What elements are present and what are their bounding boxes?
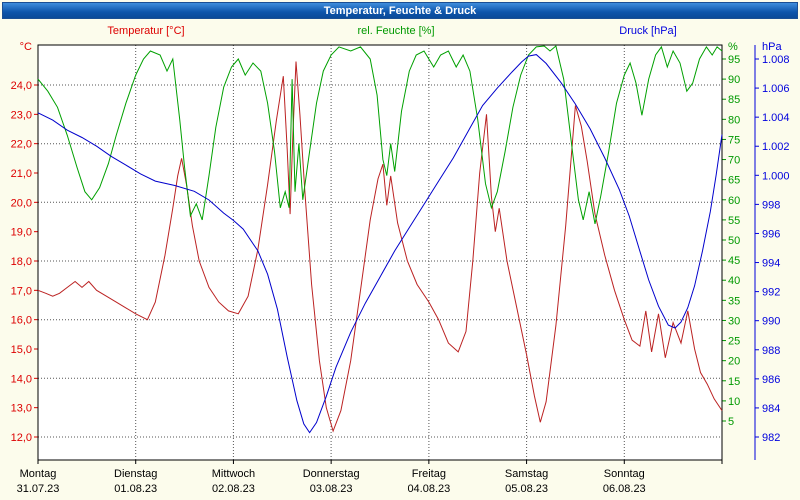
- day-date-label: 05.08.23: [505, 483, 548, 495]
- svg-text:15,0: 15,0: [11, 344, 32, 356]
- day-name-label: Montag: [20, 468, 57, 480]
- legend-pressure: Druck [hPa]: [619, 25, 677, 37]
- day-date-label: 02.08.23: [212, 483, 255, 495]
- svg-text:16,0: 16,0: [11, 315, 32, 327]
- svg-text:13,0: 13,0: [11, 403, 32, 415]
- svg-text:1.002: 1.002: [762, 141, 790, 153]
- svg-text:21,0: 21,0: [11, 168, 32, 180]
- day-date-label: 31.07.23: [17, 483, 60, 495]
- legend-temperature: Temperatur [°C]: [107, 25, 185, 37]
- svg-text:982: 982: [762, 432, 780, 444]
- day-name-label: Sonntag: [604, 468, 645, 480]
- svg-text:5: 5: [728, 416, 734, 428]
- svg-text:18,0: 18,0: [11, 256, 32, 268]
- humidity-axis: 95 90 85 80 75 70 65 60 55 50 45 40 35 30 25 20 15 10 5%: [722, 41, 740, 428]
- day-name-label: Mittwoch: [212, 468, 255, 480]
- svg-text:996: 996: [762, 228, 780, 240]
- day-date-label: 06.08.23: [603, 483, 646, 495]
- svg-text:80: 80: [728, 114, 740, 126]
- svg-text:60: 60: [728, 195, 740, 207]
- svg-text:65: 65: [728, 175, 740, 187]
- svg-text:17,0: 17,0: [11, 285, 32, 297]
- day-name-label: Samstag: [505, 468, 548, 480]
- svg-text:988: 988: [762, 345, 780, 357]
- svg-text:10: 10: [728, 396, 740, 408]
- day-name-label: Freitag: [412, 468, 446, 480]
- svg-text:23,0: 23,0: [11, 109, 32, 121]
- svg-text:95: 95: [728, 54, 740, 66]
- svg-text:984: 984: [762, 403, 780, 415]
- day-date-label: 04.08.23: [407, 483, 450, 495]
- svg-text:45: 45: [728, 255, 740, 267]
- svg-text:35: 35: [728, 295, 740, 307]
- humidity-line: [37, 45, 723, 225]
- day-date-label: 01.08.23: [114, 483, 157, 495]
- gridlines: [38, 45, 722, 460]
- temperature-axis-unit: °C: [20, 41, 32, 53]
- svg-text:1.008: 1.008: [762, 54, 790, 66]
- legend-humidity: rel. Feuchte [%]: [357, 25, 435, 37]
- x-axis-labels: Montag 31.07.23 Dienstag 01.08.23 Mittwoch 02…: [17, 460, 723, 495]
- pressure-axis-unit: hPa: [762, 41, 782, 53]
- svg-text:990: 990: [762, 316, 780, 328]
- svg-text:30: 30: [728, 315, 740, 327]
- svg-text:992: 992: [762, 287, 780, 299]
- svg-text:25: 25: [728, 336, 740, 348]
- day-name-label: Dienstag: [114, 468, 157, 480]
- svg-text:986: 986: [762, 374, 780, 386]
- plot-background: [38, 45, 722, 460]
- svg-text:994: 994: [762, 258, 780, 270]
- svg-text:40: 40: [728, 275, 740, 287]
- svg-text:14,0: 14,0: [11, 373, 32, 385]
- svg-text:998: 998: [762, 199, 780, 211]
- svg-text:55: 55: [728, 215, 740, 227]
- temperature-line: [37, 61, 723, 433]
- svg-text:20,0: 20,0: [11, 197, 32, 209]
- svg-text:75: 75: [728, 134, 740, 146]
- svg-text:90: 90: [728, 74, 740, 86]
- svg-text:24,0: 24,0: [11, 80, 32, 92]
- svg-text:1.006: 1.006: [762, 83, 790, 95]
- svg-text:85: 85: [728, 94, 740, 106]
- day-date-label: 03.08.23: [310, 483, 353, 495]
- plot-border: [37, 44, 723, 461]
- pressure-line: [37, 54, 723, 434]
- svg-text:20: 20: [728, 356, 740, 368]
- svg-text:50: 50: [728, 235, 740, 247]
- svg-text:1.000: 1.000: [762, 170, 790, 182]
- svg-text:15: 15: [728, 376, 740, 388]
- humidity-axis-unit: %: [728, 41, 738, 53]
- day-name-label: Donnerstag: [303, 468, 360, 480]
- title-bar: Temperatur, Feuchte & Druck: [2, 2, 798, 19]
- temperature-axis: 24,0 23,0 22,0 21,0 20,0 19,0 18,0 17,0 16,0 15,0…: [11, 41, 38, 444]
- window-title: Temperatur, Feuchte & Druck: [323, 4, 477, 17]
- svg-text:70: 70: [728, 155, 740, 167]
- svg-text:12,0: 12,0: [11, 432, 32, 444]
- svg-text:1.004: 1.004: [762, 112, 790, 124]
- svg-text:19,0: 19,0: [11, 227, 32, 239]
- pressure-axis: 1.008 1.006 1.004 1.002 1.000 998 996 994 992 990…: [754, 41, 790, 460]
- svg-text:22,0: 22,0: [11, 139, 32, 151]
